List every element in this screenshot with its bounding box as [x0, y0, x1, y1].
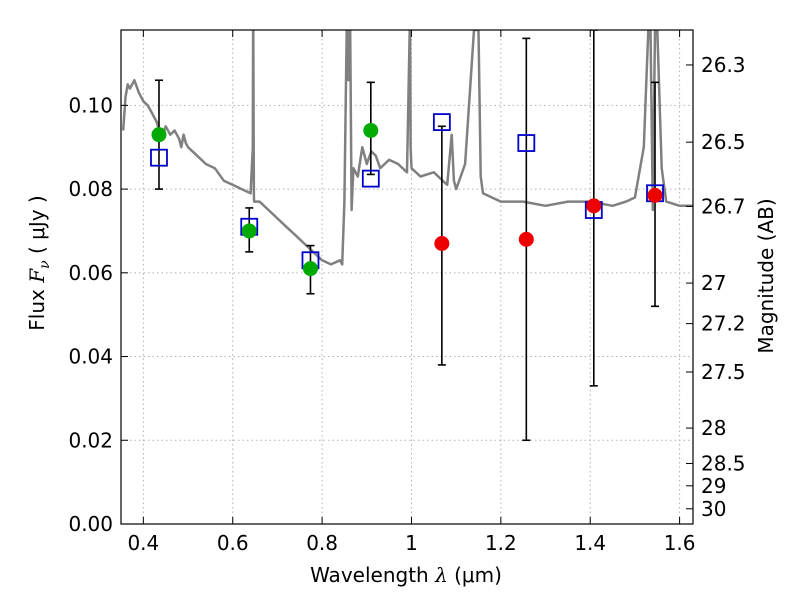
y2-tick-label: 26.7 — [701, 194, 746, 218]
observed-point — [434, 236, 450, 252]
y2-tick-label: 30 — [701, 497, 726, 521]
y2-tick-label: 27.5 — [701, 360, 746, 384]
x-tick-label: 1.6 — [664, 531, 696, 555]
y-tick-label: 0.06 — [68, 261, 113, 285]
observed-point — [241, 223, 257, 239]
y2-tick-label: 27 — [701, 271, 726, 295]
model-band-square — [361, 169, 380, 188]
x-tick-label: 0.8 — [306, 531, 338, 555]
y-axis-label: Flux Fν ( μJy ) — [25, 195, 53, 330]
plot-area — [121, 30, 693, 442]
y-tick-label: 0.02 — [68, 428, 113, 452]
x-tick-label: 0.6 — [217, 531, 249, 555]
x-tick-label: 0.4 — [127, 531, 159, 555]
observed-point — [302, 261, 318, 277]
model-band-square — [432, 113, 451, 132]
x-tick-label: 1 — [405, 531, 418, 555]
y2-axis-label: Magnitude (AB) — [754, 198, 778, 353]
observed-point — [151, 127, 167, 143]
x-tick-label: 1.2 — [485, 531, 517, 555]
y-tick-label: 0.08 — [68, 177, 113, 201]
observed-point — [586, 198, 602, 214]
y2-tick-label: 29 — [701, 474, 726, 498]
model-band-square — [150, 148, 168, 167]
model-band-square — [517, 134, 536, 152]
x-axis-label: Wavelength λ (μm) — [310, 563, 502, 587]
y-tick-label: 0.00 — [68, 512, 113, 536]
model-spectrum-line — [121, 30, 693, 266]
y2-tick-label: 28.5 — [701, 451, 746, 475]
y2-tick-label: 26.5 — [701, 130, 746, 154]
observed-point — [518, 231, 534, 247]
observed-point — [647, 187, 663, 203]
y2-tick-label: 26.3 — [701, 53, 746, 77]
x-tick-label: 1.4 — [574, 531, 606, 555]
y2-tick-label: 27.2 — [701, 312, 746, 336]
tick-labels: 0.4 0.6 0.8 1 1.2 1.4 1.6 0.00 0.02 0.04 0.06 0.08 0… — [68, 53, 745, 555]
grid-lines — [121, 30, 693, 525]
plot-frame — [120, 29, 694, 525]
y-tick-label: 0.04 — [68, 345, 113, 369]
axes — [120, 29, 694, 525]
y2-tick-label: 28 — [701, 416, 726, 440]
y-tick-label: 0.10 — [68, 93, 113, 117]
observed-point — [363, 122, 379, 138]
